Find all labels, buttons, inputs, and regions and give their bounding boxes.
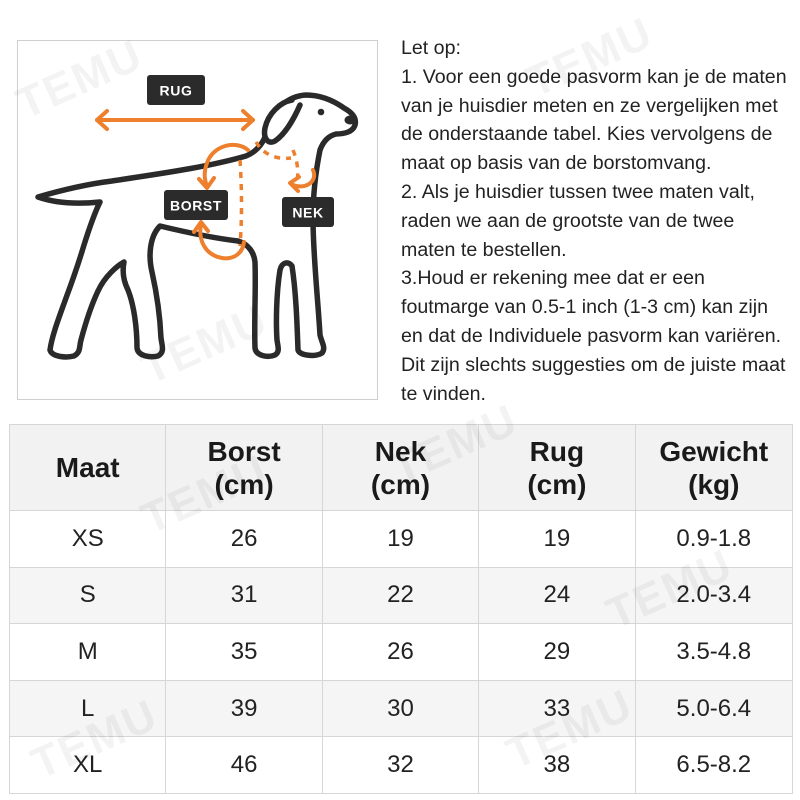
back-cell: 24	[479, 567, 636, 624]
neck-arrowhead	[288, 175, 301, 193]
fitting-notes: Let op: 1. Voor een goede pasvorm kan je…	[401, 34, 787, 408]
chest-cell: 35	[166, 624, 323, 680]
note-line: 3.Houd er rekening mee dat er een	[401, 267, 705, 290]
note-line: maat op basis van de borstomvang.	[401, 152, 712, 175]
column-header-name: Borst	[207, 435, 281, 467]
note-line: de onderstaande tabel. Kies vervolgens d…	[401, 123, 773, 146]
size-cell: XL	[10, 737, 167, 793]
label-borst-text: BORST	[170, 198, 222, 214]
chest-cell: 31	[166, 567, 323, 624]
neck-cell: 30	[323, 680, 480, 737]
label-nek-background	[282, 197, 334, 227]
dog-measurement-diagram: RUG BORST NEK	[35, 75, 359, 360]
label-rug: RUG	[147, 75, 205, 105]
chest-lower-arc	[198, 222, 246, 261]
arrowhead-right	[241, 109, 255, 131]
arrowhead-left	[95, 109, 109, 131]
column-header-unit: (cm)	[527, 468, 587, 500]
size-cell: L	[10, 680, 167, 737]
table-header-row: Maat Borst (cm) Nek (cm) Rug (cm) Gewich…	[10, 425, 792, 511]
note-line: van je huisdier meten en ze vergelijken …	[401, 94, 778, 117]
chest-cell: 26	[166, 511, 323, 567]
neck-cell: 26	[323, 624, 480, 680]
note-line: en dat de Individuele pasvorm kan variër…	[401, 324, 782, 347]
column-header-name: Maat	[55, 452, 120, 483]
chest-upper-arrowhead	[197, 176, 216, 190]
weight-cell: 2.0-3.4	[676, 581, 752, 609]
table-row: L 39 30 33 5.0-6.4	[10, 680, 792, 738]
neck-collar-line	[254, 141, 292, 161]
note-line: maten te bestellen.	[401, 238, 567, 261]
note-line: raden we aan de grootste van de twee	[401, 209, 735, 232]
table-row: M 35 26 29 3.5-4.8	[10, 624, 792, 681]
chest-cell: 39	[166, 680, 323, 737]
column-header-unit: (cm)	[370, 468, 431, 500]
chest-girth-line	[238, 159, 244, 247]
back-cell: 38	[479, 737, 636, 793]
chest-cell: 46	[166, 737, 323, 793]
back-cell: 29	[479, 624, 636, 680]
label-nek-text: NEK	[292, 205, 323, 221]
weight-cell: 0.9-1.8	[676, 524, 752, 552]
column-header-name: Rug	[529, 435, 585, 467]
column-header-back: Rug (cm)	[479, 425, 636, 510]
label-borst-background	[164, 190, 228, 220]
column-header-neck: Nek (cm)	[323, 425, 480, 510]
note-line: foutmarge van 0.5-1 inch (1-3 cm) kan zi…	[401, 296, 769, 319]
column-header-unit: (kg)	[688, 468, 740, 500]
neck-cell: 22	[323, 567, 480, 624]
label-nek: NEK	[282, 197, 334, 227]
label-borst: BORST	[164, 190, 228, 220]
neck-cell: 19	[323, 511, 480, 567]
column-header-chest: Borst (cm)	[166, 425, 323, 510]
neck-arc	[291, 168, 317, 189]
column-header-weight: Gewicht (kg)	[636, 425, 792, 510]
notes-heading: Let op:	[401, 37, 461, 59]
label-rug-text: RUG	[160, 83, 193, 99]
neck-measure-arrow	[254, 141, 317, 193]
neck-cell: 32	[323, 737, 480, 793]
weight-cell: 6.5-8.2	[676, 751, 752, 779]
dog-nose	[344, 115, 356, 125]
column-header-name: Nek	[374, 435, 427, 467]
size-cell: S	[10, 567, 167, 624]
table-row: XS 26 19 19 0.9-1.8	[10, 511, 792, 568]
back-length-arrow	[95, 109, 255, 131]
back-cell: 33	[479, 680, 636, 737]
size-table: Maat Borst (cm) Nek (cm) Rug (cm) Gewich…	[9, 424, 793, 794]
note-line: 2. Als je huisdier tussen twee maten val…	[401, 180, 755, 203]
size-cell: XS	[10, 511, 167, 567]
dog-ear	[261, 97, 303, 145]
back-cell: 19	[479, 511, 636, 567]
column-header-unit: (cm)	[214, 468, 274, 500]
dog-eye	[317, 108, 325, 116]
size-cell: M	[10, 624, 167, 680]
chest-measure-arrow	[192, 142, 250, 261]
column-header-name: Gewicht	[659, 435, 769, 467]
weight-cell: 5.0-6.4	[676, 694, 752, 722]
note-line: Dit zijn slechts suggesties om de juiste…	[401, 353, 786, 376]
table-row: S 31 22 24 2.0-3.4	[10, 567, 792, 625]
label-rug-background	[147, 75, 205, 105]
note-line: te vinden.	[401, 382, 486, 405]
column-header-size: Maat	[10, 425, 167, 510]
chest-lower-arrowhead	[192, 220, 210, 234]
chest-upper-arc	[202, 142, 250, 188]
table-row: XL 46 32 38 6.5-8.2	[10, 737, 792, 793]
note-line: 1. Voor een goede pasvorm kan je de mate…	[401, 65, 787, 88]
weight-cell: 3.5-4.8	[676, 637, 752, 665]
